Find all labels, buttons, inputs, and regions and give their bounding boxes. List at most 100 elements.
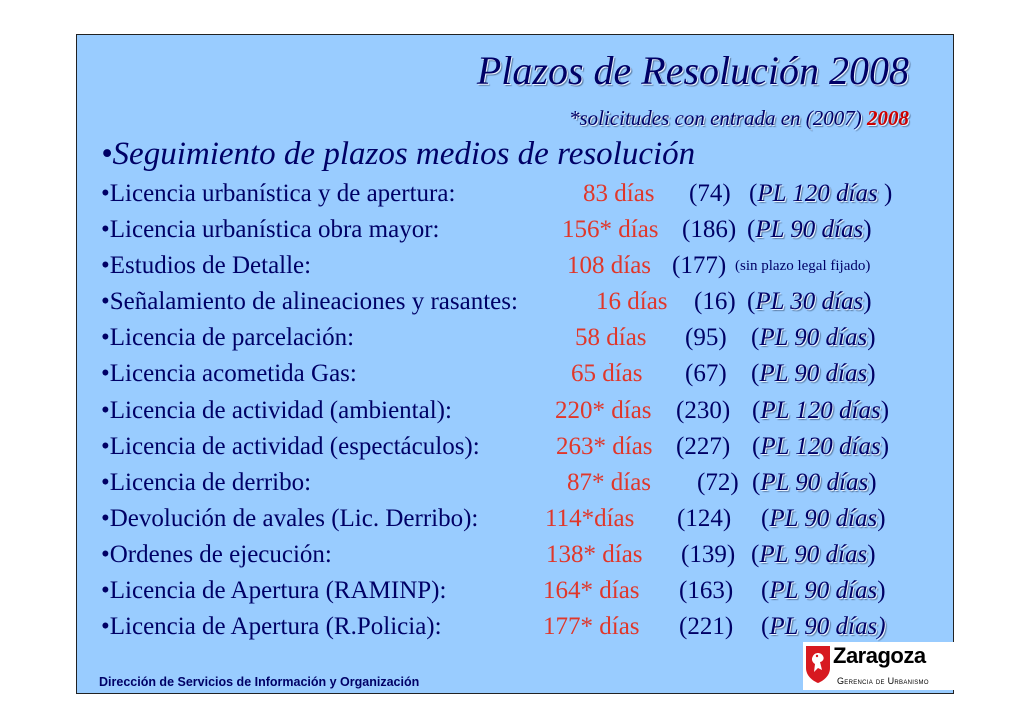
item-label: •Licencia de parcelación: [101, 324, 355, 352]
legal-term-text: PL 90 días [755, 216, 864, 244]
slide: Plazos de Resolución 2008 *solicitudes c… [76, 34, 954, 694]
paren-open: ( [751, 324, 760, 352]
item-label: •Estudios de Detalle: [101, 252, 312, 280]
item-legal-term: (PL 90 días) [752, 465, 877, 501]
item-days: 83 días [583, 180, 655, 207]
paren-open: ( [749, 180, 758, 207]
paren-open: ( [761, 504, 770, 532]
legal-term-text: PL 90 días) [769, 613, 886, 641]
item-days: 114*días [545, 504, 635, 532]
legal-term-text: PL 90 días [759, 324, 868, 352]
list-item: •Licencia de actividad (espectáculos): 2… [101, 429, 951, 465]
list-item: •Licencia de actividad (ambiental): 220*… [101, 393, 951, 429]
item-previous: (186) [682, 216, 737, 244]
item-label: •Licencia de actividad (espectáculos): [101, 432, 480, 460]
list-item: •Licencia de parcelación: 58 días (95) (… [101, 320, 951, 356]
item-label: •Licencia de derribo: [101, 468, 312, 496]
item-days: 156* días [562, 216, 659, 244]
item-label: •Señalamiento de alineaciones y rasantes… [101, 288, 518, 316]
paren-close: ) [877, 577, 886, 605]
item-previous: (16) [694, 288, 736, 316]
list-item: •Licencia urbanística y de apertura: 83 … [101, 176, 951, 212]
paren-open: ( [751, 360, 760, 388]
list-item: •Licencia de Apertura (R.Policia): 177* … [101, 609, 951, 645]
subtitle-text: *solicitudes con entrada en (2007) [568, 106, 867, 130]
lion-shield-icon [806, 646, 830, 683]
paren-close: ) [867, 324, 876, 352]
paren-open: ( [751, 540, 760, 568]
item-legal-term: (PL 90 días) [751, 356, 876, 392]
footer-department: Dirección de Servicios de Información y … [99, 675, 420, 689]
legal-term-text: PL 90 días [760, 468, 869, 496]
list-item: •Licencia acometida Gas: 65 días (67) (P… [101, 356, 951, 392]
list-item: •Señalamiento de alineaciones y rasantes… [101, 284, 951, 320]
item-previous: (227) [676, 432, 731, 460]
item-days: 263* días [556, 432, 653, 460]
item-legal-term: (PL 90 días) [761, 573, 886, 609]
legal-term-text: PL 90 días [769, 504, 878, 532]
zaragoza-logo: Zaragoza Gerencia de Urbanismo [803, 642, 955, 690]
item-days: 177* días [543, 613, 640, 641]
item-legal-term: (PL 90 días) [761, 501, 886, 537]
item-days: 164* días [543, 577, 640, 605]
item-label: •Licencia de actividad (ambiental): [101, 396, 452, 424]
item-label: •Licencia de Apertura (RAMINP): [101, 577, 447, 605]
item-label: •Licencia de Apertura (R.Policia): [101, 613, 442, 641]
item-previous: (124) [677, 504, 732, 532]
paren-open: ( [752, 468, 761, 496]
legal-term-text: PL 120 días [760, 432, 881, 460]
paren-open: ( [747, 216, 756, 244]
paren-close: ) [868, 468, 877, 496]
item-previous: (95) [685, 324, 727, 352]
item-note: (sin plazo legal fijado) [735, 258, 871, 275]
paren-close: ) [877, 180, 893, 207]
list-item: •Licencia de Apertura (RAMINP): 164* día… [101, 573, 951, 609]
item-label: •Licencia acometida Gas: [101, 360, 357, 388]
item-days: 220* días [555, 396, 652, 424]
item-days: 65 días [571, 360, 643, 388]
logo-brand: Zaragoza [833, 643, 926, 668]
item-legal-term: (PL 30 días) [747, 284, 872, 320]
paren-open: ( [761, 577, 770, 605]
paren-close: ) [863, 216, 872, 244]
item-label: •Ordenes de ejecución: [101, 540, 332, 568]
list-item: •Ordenes de ejecución: 138* días (139) (… [101, 537, 951, 573]
paren-open: ( [752, 396, 761, 424]
list-item: •Licencia urbanística obra mayor: 156* d… [101, 212, 951, 248]
item-legal-term: (PL 90 días) [751, 537, 876, 573]
legal-term-text: PL 90 días [759, 540, 868, 568]
legal-term-text: PL 120 días [760, 396, 881, 424]
section-heading: •Seguimiento de plazos medios de resoluc… [101, 136, 696, 172]
item-legal-term: (PL 120 días ) [749, 176, 892, 212]
item-days: 16 días [596, 288, 668, 316]
item-previous: (67) [685, 360, 727, 388]
list-item: •Estudios de Detalle: 108 días (177) (si… [101, 248, 951, 284]
item-previous: (230) [676, 396, 731, 424]
list-item: •Licencia de derribo: 87* días (72) (PL … [101, 465, 951, 501]
item-legal-term: (PL 120 días) [752, 429, 889, 465]
item-label: •Devolución de avales (Lic. Derribo): [101, 504, 479, 532]
legal-term-text: PL 120 días [757, 180, 878, 207]
item-previous: (74) [689, 180, 731, 207]
item-previous: (163) [679, 577, 734, 605]
subtitle-year: 2008 [867, 106, 909, 130]
item-label: •Licencia urbanística obra mayor: [101, 216, 440, 244]
legal-term-text: PL 30 días [755, 288, 864, 316]
paren-open: ( [752, 432, 761, 460]
item-previous: (139) [681, 540, 736, 568]
paren-close: ) [880, 432, 890, 460]
item-label: •Licencia urbanística y de apertura: [101, 180, 456, 207]
paren-close: ) [880, 396, 890, 424]
list-item: •Devolución de avales (Lic. Derribo): 11… [101, 501, 951, 537]
item-legal-term: (PL 90 días) [761, 609, 886, 645]
item-days: 87* días [567, 468, 652, 496]
item-previous: (221) [679, 613, 734, 641]
paren-close: ) [863, 288, 872, 316]
paren-open: ( [747, 288, 756, 316]
item-days: 108 días [567, 252, 652, 280]
legal-term-text: PL 90 días [759, 360, 868, 388]
logo-subtitle: Gerencia de Urbanismo [837, 676, 929, 686]
item-previous: (72) [697, 468, 739, 496]
slide-subtitle: *solicitudes con entrada en (2007) 2008 [569, 106, 909, 131]
paren-close: ) [867, 540, 876, 568]
